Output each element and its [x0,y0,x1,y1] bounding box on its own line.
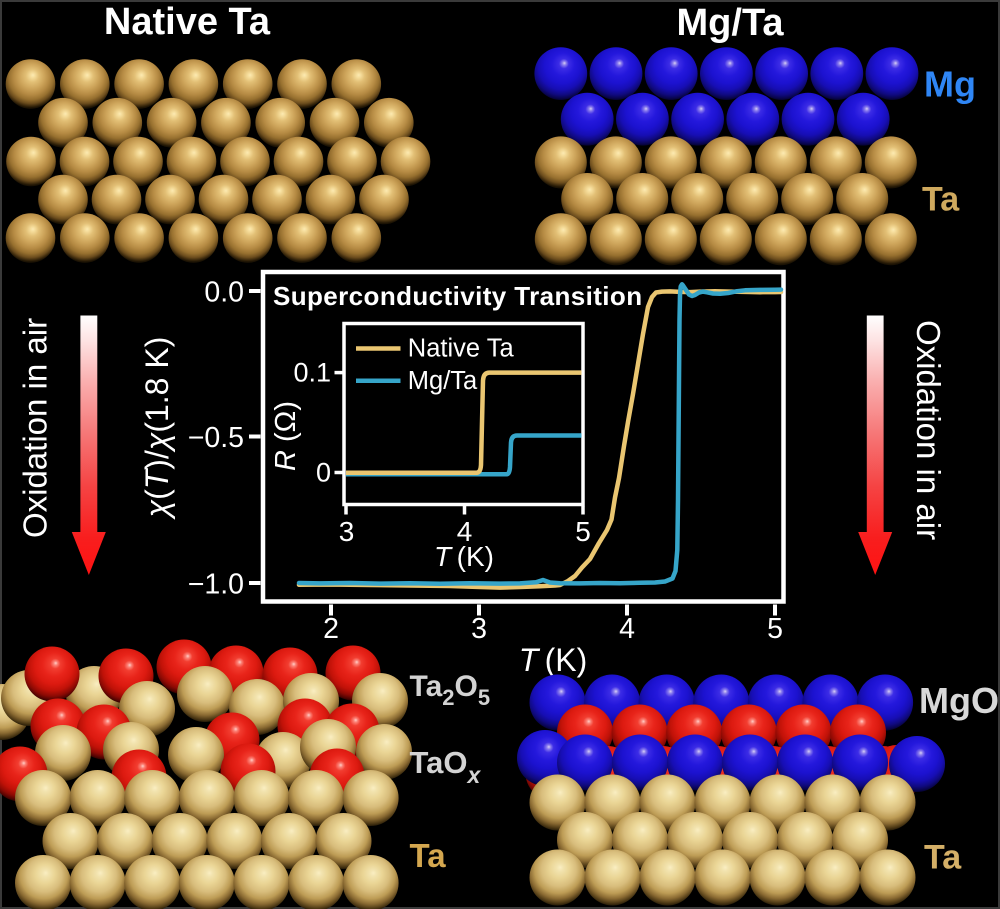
svg-text:4: 4 [619,613,635,645]
svg-text:0.1: 0.1 [293,358,331,388]
svg-text:5: 5 [767,613,783,645]
svg-text:Ta: Ta [410,837,447,874]
svg-text:0.0: 0.0 [204,276,244,308]
svg-text:T (K): T (K) [519,642,588,678]
svg-text:Oxidation in air: Oxidation in air [17,318,54,538]
svg-text:2: 2 [323,613,339,645]
svg-text:MgO: MgO [919,680,999,721]
svg-text:Oxidation in air: Oxidation in air [910,320,947,540]
svg-text:Superconductivity Transition: Superconductivity Transition [273,281,642,311]
svg-text:Mg/Ta: Mg/Ta [677,2,785,44]
svg-text:R (Ω): R (Ω) [270,401,302,471]
svg-text:Native Ta: Native Ta [408,335,515,363]
svg-text:χ(T)/χ(1.8 K): χ(T)/χ(1.8 K) [139,337,175,521]
svg-text:−0.5: −0.5 [188,422,244,454]
svg-text:4: 4 [457,516,473,547]
svg-text:−1.0: −1.0 [188,568,244,600]
svg-text:5: 5 [575,516,591,547]
svg-text:Ta: Ta [924,838,962,876]
svg-text:Mg/Ta: Mg/Ta [408,367,478,395]
svg-text:Native Ta: Native Ta [104,1,271,43]
svg-text:0: 0 [316,458,331,488]
svg-text:Ta: Ta [922,180,960,218]
svg-text:3: 3 [339,516,355,547]
svg-text:Mg: Mg [924,64,976,105]
svg-text:T (K): T (K) [434,541,494,572]
svg-text:3: 3 [471,613,487,645]
